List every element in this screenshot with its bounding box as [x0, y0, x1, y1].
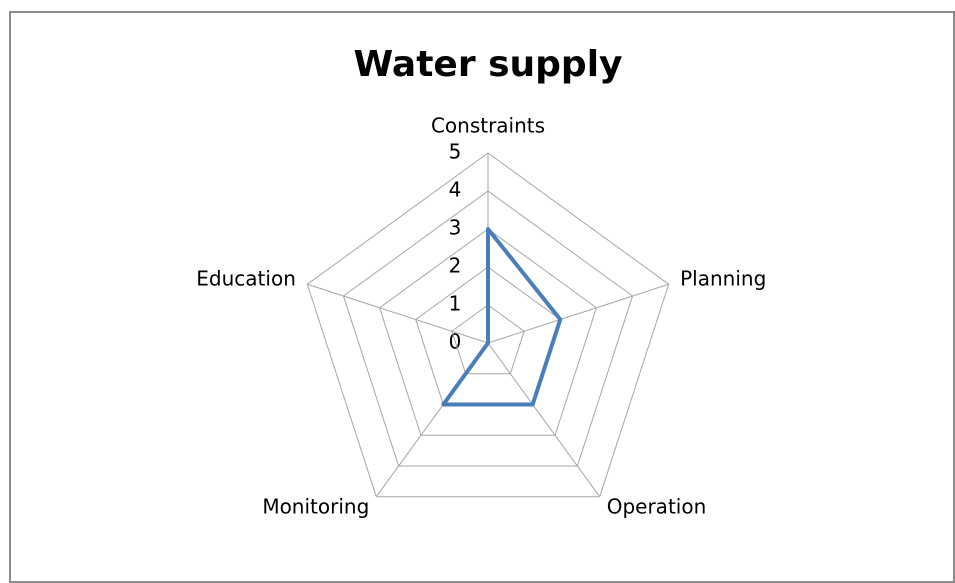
- r-tick-label: 2: [449, 254, 462, 278]
- spoke: [487, 283, 669, 344]
- r-tick-label: 5: [449, 140, 462, 164]
- grid-ring: [342, 190, 634, 467]
- series-line: [441, 227, 563, 407]
- category-label: Education: [196, 266, 296, 290]
- spoke: [307, 283, 489, 344]
- r-tick-label: 1: [449, 292, 462, 316]
- grid-ring: [378, 228, 598, 436]
- category-label: Operation: [607, 495, 707, 519]
- grid-ring: [306, 152, 670, 498]
- grid-ring: [451, 304, 525, 375]
- chart-title: Water supply: [353, 44, 622, 85]
- category-label: Constraints: [431, 114, 545, 138]
- spoke: [487, 342, 601, 498]
- r-tick-label: 3: [449, 216, 462, 240]
- r-tick-label: 4: [449, 178, 462, 202]
- category-label: Planning: [680, 266, 766, 290]
- category-label: Monitoring: [262, 495, 369, 519]
- chart-frame: [9, 11, 955, 583]
